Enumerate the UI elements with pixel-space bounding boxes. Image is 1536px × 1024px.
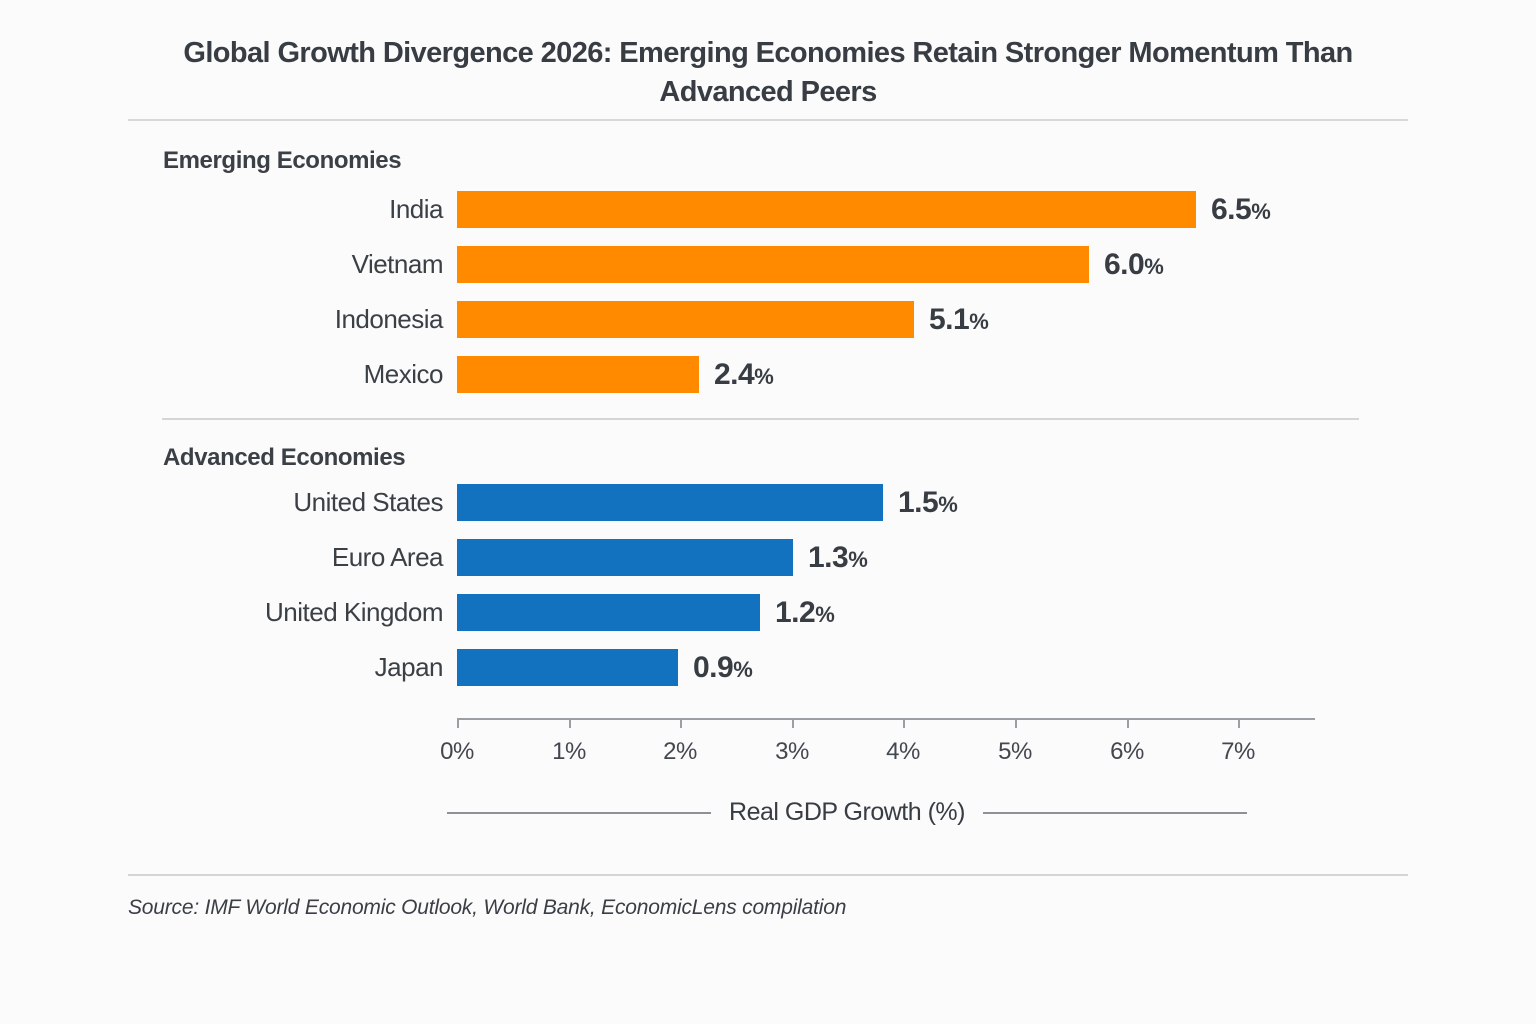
chart-title-line2: Advanced Peers: [659, 76, 877, 108]
axis-tick-mark: [903, 720, 905, 728]
value-number: 0.9: [693, 650, 734, 684]
section-divider: [162, 418, 1359, 420]
axis-tick-mark: [1015, 720, 1017, 728]
value-label: 1.5%: [898, 485, 958, 520]
value-label: 2.4%: [714, 357, 774, 392]
x-axis-title: Real GDP Growth (%): [729, 798, 965, 826]
section-advanced: Advanced Economies United States 1.5% Eu…: [128, 444, 1408, 695]
country-label: United States: [293, 487, 443, 517]
bar-row: Euro Area 1.3%: [128, 530, 1408, 585]
axis-tick-label: 6%: [1110, 738, 1144, 765]
bar: [457, 246, 1089, 283]
percent-sign: %: [1144, 253, 1164, 279]
chart-title: Global Growth Divergence 2026: Emerging …: [128, 34, 1408, 112]
value-label: 5.1%: [929, 302, 989, 337]
value-number: 6.5: [1211, 192, 1252, 226]
value-number: 2.4: [714, 357, 755, 391]
axis-tick-label: 7%: [1221, 738, 1255, 765]
emerging-section-header: Emerging Economies: [163, 147, 402, 174]
x-axis-title-block: Real GDP Growth (%): [447, 798, 1247, 827]
value-number: 1.5: [898, 485, 939, 519]
bar-row: Mexico 2.4%: [128, 347, 1408, 402]
x-axis-line: [457, 718, 1315, 720]
title-divider: [128, 119, 1408, 121]
country-label: Japan: [374, 652, 444, 682]
value-number: 1.3: [808, 540, 849, 574]
bar-row: Japan 0.9%: [128, 640, 1408, 695]
axis-tick-label: 4%: [886, 738, 920, 765]
country-label: Indonesia: [334, 304, 444, 334]
percent-sign: %: [733, 656, 753, 682]
percent-sign: %: [815, 601, 835, 627]
bar: [457, 594, 760, 631]
bar-row: United Kingdom 1.2%: [128, 585, 1408, 640]
axis-tick-label: 0%: [440, 738, 474, 765]
country-label: India: [389, 194, 443, 224]
axis-tick-mark: [569, 720, 571, 728]
bar: [457, 191, 1196, 228]
value-number: 6.0: [1104, 247, 1145, 281]
bar: [457, 484, 883, 521]
percent-sign: %: [938, 491, 958, 517]
axis-tick-mark: [1238, 720, 1240, 728]
value-label: 1.3%: [808, 540, 868, 575]
x-axis: 0% 1% 2% 3%: [440, 718, 1315, 774]
bar-row: Vietnam 6.0%: [128, 237, 1408, 292]
bar-row: United States 1.5%: [128, 475, 1408, 530]
axis-tick-label: 3%: [775, 738, 809, 765]
axis-tick-mark: [1127, 720, 1129, 728]
advanced-bar-rows: United States 1.5% Euro Area 1.3% United…: [128, 475, 1408, 695]
chart-title-line1: Global Growth Divergence 2026: Emerging …: [183, 37, 1353, 69]
value-label: 6.5%: [1211, 192, 1271, 227]
value-label: 1.2%: [775, 595, 835, 630]
axis-tick-label: 1%: [552, 738, 586, 765]
country-label: Mexico: [363, 359, 444, 389]
country-label: Euro Area: [331, 542, 444, 572]
value-label: 0.9%: [693, 650, 753, 685]
percent-sign: %: [1251, 198, 1271, 224]
axis-title-left-rule: [447, 811, 712, 814]
source-note: Source: IMF World Economic Outlook, Worl…: [128, 896, 847, 919]
value-label: 6.0%: [1104, 247, 1164, 282]
bar: [457, 649, 678, 686]
bar: [457, 301, 914, 338]
axis-tick-label: 2%: [663, 738, 697, 765]
value-number: 5.1: [929, 302, 970, 336]
percent-sign: %: [969, 308, 989, 334]
percent-sign: %: [754, 363, 774, 389]
axis-title-right-rule: [982, 811, 1247, 814]
axis-tick-label: 5%: [998, 738, 1032, 765]
country-label: Vietnam: [351, 249, 444, 279]
footer-divider: [128, 874, 1408, 876]
section-emerging: Emerging Economies India 6.5% Vietnam 6.…: [128, 147, 1408, 402]
value-number: 1.2: [775, 595, 816, 629]
advanced-section-header: Advanced Economies: [163, 444, 406, 471]
bar-row: Indonesia 5.1%: [128, 292, 1408, 347]
axis-tick-mark: [457, 720, 459, 728]
emerging-bar-rows: India 6.5% Vietnam 6.0% Indonesia 5.1%: [128, 182, 1408, 402]
bar: [457, 539, 793, 576]
axis-tick-mark: [792, 720, 794, 728]
chart-content: Global Growth Divergence 2026: Emerging …: [128, 0, 1408, 920]
country-label: United Kingdom: [265, 597, 444, 627]
bar-row: India 6.5%: [128, 182, 1408, 237]
axis-tick-mark: [680, 720, 682, 728]
bar: [457, 356, 699, 393]
percent-sign: %: [848, 546, 868, 572]
